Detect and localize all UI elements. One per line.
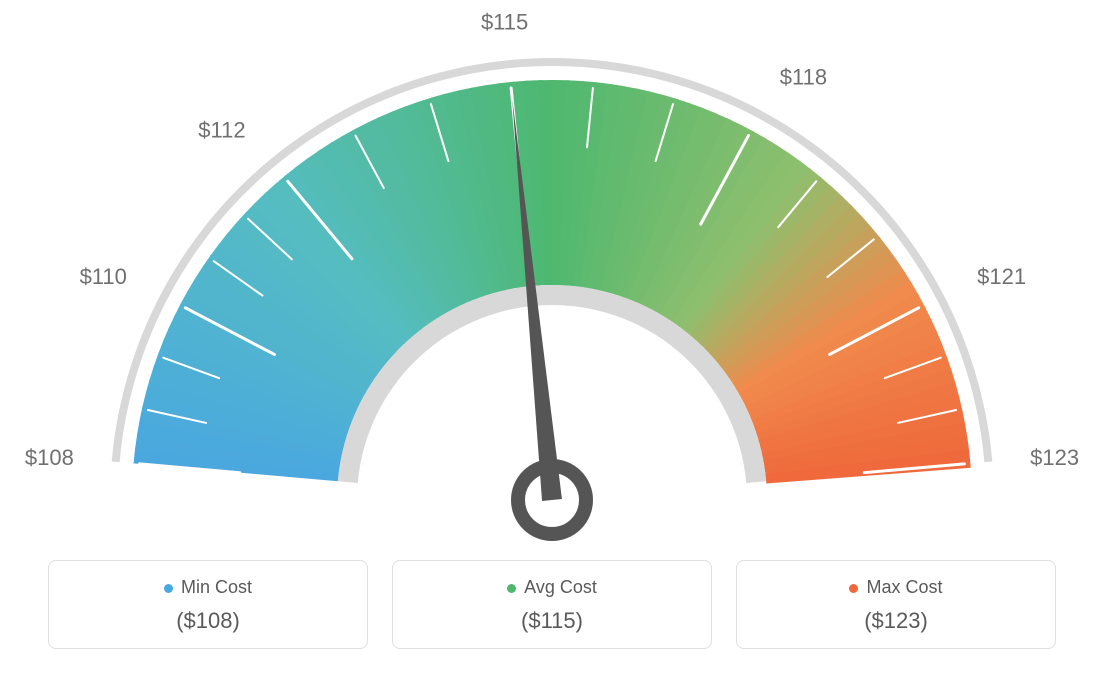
avg-dot-icon bbox=[507, 584, 516, 593]
min-cost-value: ($108) bbox=[61, 608, 355, 634]
max-cost-title: Max Cost bbox=[849, 577, 942, 598]
max-cost-value: ($123) bbox=[749, 608, 1043, 634]
min-cost-title: Min Cost bbox=[164, 577, 252, 598]
avg-cost-label: Avg Cost bbox=[524, 577, 597, 598]
avg-cost-title: Avg Cost bbox=[507, 577, 597, 598]
avg-cost-value: ($115) bbox=[405, 608, 699, 634]
svg-text:$110: $110 bbox=[80, 264, 127, 289]
svg-text:$115: $115 bbox=[481, 9, 528, 34]
min-dot-icon bbox=[164, 584, 173, 593]
max-cost-label: Max Cost bbox=[866, 577, 942, 598]
svg-text:$123: $123 bbox=[1030, 445, 1079, 470]
max-dot-icon bbox=[849, 584, 858, 593]
gauge-chart: $108 $110 $112 $115 $118 $121 $123 bbox=[0, 0, 1104, 560]
summary-cards: Min Cost ($108) Avg Cost ($115) Max Cost… bbox=[0, 560, 1104, 649]
svg-text:$121: $121 bbox=[977, 264, 1026, 289]
svg-text:$118: $118 bbox=[780, 65, 827, 90]
avg-cost-card: Avg Cost ($115) bbox=[392, 560, 712, 649]
svg-text:$112: $112 bbox=[198, 118, 245, 143]
max-cost-card: Max Cost ($123) bbox=[736, 560, 1056, 649]
min-cost-card: Min Cost ($108) bbox=[48, 560, 368, 649]
min-cost-label: Min Cost bbox=[181, 577, 252, 598]
svg-text:$108: $108 bbox=[25, 445, 74, 470]
